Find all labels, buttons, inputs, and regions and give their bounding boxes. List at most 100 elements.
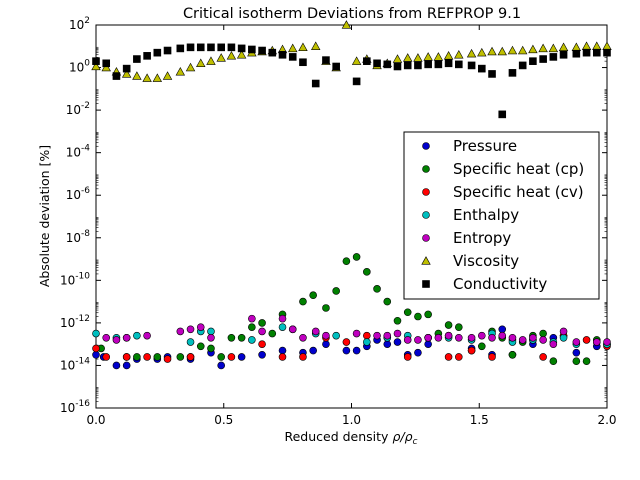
data-point [299,333,307,342]
data-point [444,321,453,329]
data-point [508,351,517,359]
data-point [393,338,402,346]
data-point [572,348,581,357]
data-point [403,353,412,361]
data-point [132,71,142,80]
data-point [518,336,527,344]
data-point [478,331,486,340]
data-point [91,61,101,71]
data-point [582,48,591,57]
data-point [332,62,340,71]
x-axis: 0.0 0.5 1.0 1.5 2.0 [86,25,617,427]
data-point [143,331,151,340]
data-point [403,336,412,344]
data-point [92,344,100,353]
data-point [92,351,100,359]
data-point [278,353,287,361]
y-axis-label: Absolute deviation [%] [37,145,52,287]
data-point [186,43,195,52]
data-point [207,333,215,342]
data-point [466,48,477,58]
x-tick-label: 1.5 [470,413,489,427]
data-point [112,361,121,370]
data-point [434,60,443,69]
data-point [393,316,402,325]
data-point [175,66,186,76]
data-point [133,55,141,63]
data-point [414,312,422,321]
data-point [176,327,185,336]
data-point [248,314,256,323]
data-point [196,342,205,351]
data-point [559,50,568,59]
data-point [488,70,496,78]
data-point [217,43,225,52]
legend-label: Conductivity [453,275,547,293]
data-point [603,338,611,346]
data-point [582,336,591,344]
legend-label: Entropy [453,229,511,247]
data-point [288,53,297,61]
data-point [488,353,496,361]
y-tick-label: 102 [69,16,90,32]
data-point [434,333,443,342]
data-point [549,357,558,365]
y-tick-label: 10-6 [66,186,91,202]
data-point [227,333,236,342]
data-point [237,353,246,361]
data-point [299,297,307,306]
data-point [278,314,287,323]
data-point [153,48,162,57]
y-tick-label: 100 [69,59,90,75]
data-point [227,353,236,361]
data-point [186,353,195,361]
data-point [102,333,111,342]
data-point [162,71,173,80]
data-point [559,327,568,336]
data-point [424,333,432,342]
data-point [207,327,215,336]
x-axis-label-sub: c [413,437,418,447]
data-point [196,58,206,67]
data-point [403,53,413,62]
data-point [309,346,317,355]
data-point [322,56,330,64]
data-point [143,52,151,60]
x-axis-label: Reduced density ρ/ρc [284,429,417,447]
data-point [517,45,528,55]
data-point [278,346,287,355]
data-point [342,338,351,346]
data-point [467,346,476,355]
data-point [539,329,547,338]
data-point [478,342,486,351]
data-point [373,331,381,340]
data-point [582,357,591,365]
data-point [341,20,352,29]
data-point [351,56,362,65]
data-point [311,79,320,88]
data-point [352,329,361,338]
data-point [176,353,185,361]
data-point [363,331,371,340]
data-point [237,333,246,342]
data-point [393,329,402,338]
data-point [311,327,320,336]
data-point [332,331,340,340]
legend-marker [422,211,430,219]
x-axis-label-text: Reduced density [284,429,389,444]
data-point [454,49,464,59]
data-point [455,333,463,342]
legend-marker [421,256,431,265]
data-point [152,73,163,82]
data-point [548,43,559,53]
data-point [414,348,422,357]
data-point [528,44,538,54]
data-point [478,64,486,73]
data-point [153,353,162,361]
data-point [143,353,151,361]
legend-label: Enthalpy [453,206,519,224]
data-point [186,338,195,346]
data-point [268,48,277,57]
data-point [603,48,611,57]
